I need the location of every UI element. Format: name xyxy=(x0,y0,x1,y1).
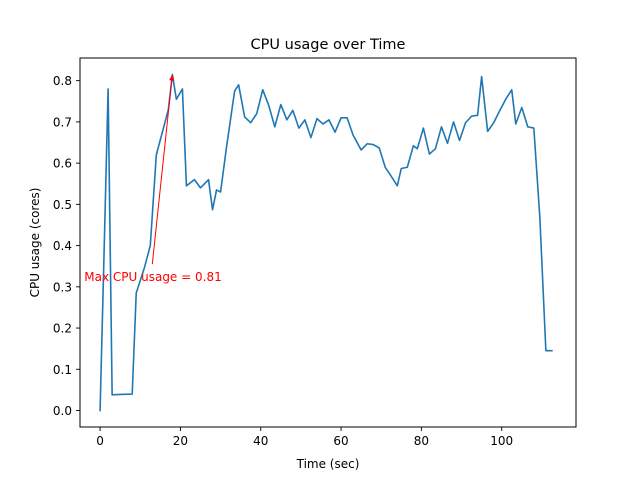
y-tick-label: 0.1 xyxy=(53,363,72,377)
x-tick-label: 100 xyxy=(490,434,513,448)
chart-title: CPU usage over Time xyxy=(251,37,406,53)
y-tick-label: 0.3 xyxy=(53,280,72,294)
x-tick-label: 60 xyxy=(333,434,348,448)
plot-frame xyxy=(79,57,577,428)
y-tick-label: 0.0 xyxy=(53,404,72,418)
y-tick-label: 0.5 xyxy=(53,198,72,212)
y-tick-label: 0.7 xyxy=(53,115,72,129)
max-annotation-arrow xyxy=(151,80,173,265)
max-annotation-label: Max CPU usage = 0.81 xyxy=(84,270,221,284)
max-annotation-arrowhead xyxy=(169,74,175,81)
x-tick-label: 20 xyxy=(173,434,188,448)
y-tick-label: 0.8 xyxy=(53,74,72,88)
plot-area: 0 20 40 60 80 100 0.0 0.1 0.2 0.3 0.4 0.5 0.6 0.7 0.8 xyxy=(53,73,553,448)
y-tick-label: 0.2 xyxy=(53,322,72,336)
y-axis-label: CPU usage (cores) xyxy=(28,188,42,298)
x-axis-label: Time (sec) xyxy=(296,457,360,471)
y-tick-label: 0.4 xyxy=(53,239,72,253)
x-tick-label: 80 xyxy=(414,434,429,448)
x-tick-label: 40 xyxy=(253,434,268,448)
x-tick-label: 0 xyxy=(96,434,104,448)
y-tick-label: 0.6 xyxy=(53,157,72,171)
series-line-cpu-usage xyxy=(99,73,553,412)
